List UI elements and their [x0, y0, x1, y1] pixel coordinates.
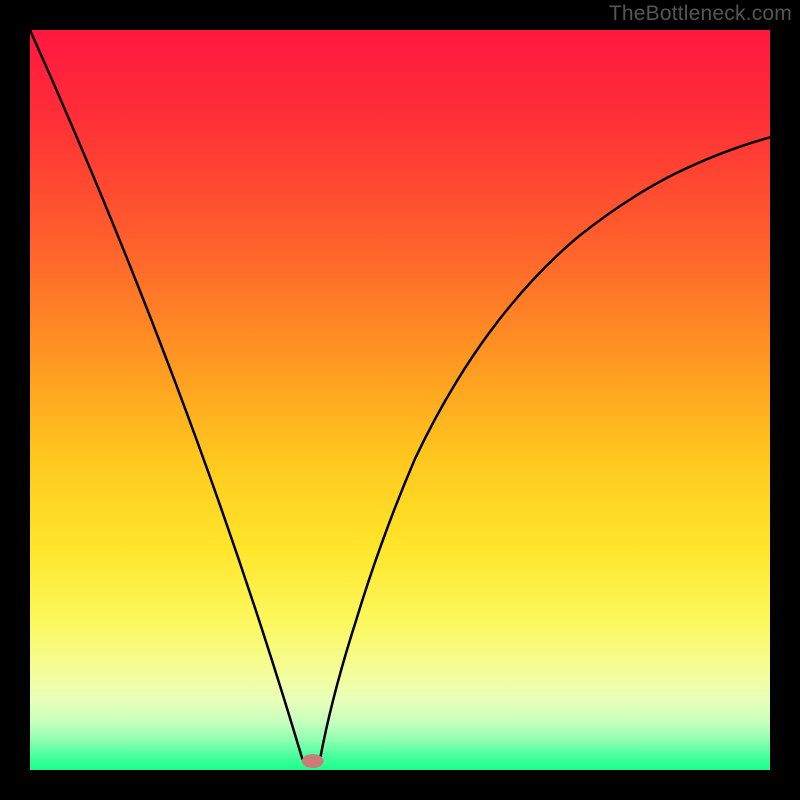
chart-plot-area	[30, 30, 770, 770]
watermark-label: TheBottleneck.com	[609, 2, 792, 26]
bottleneck-chart	[0, 0, 800, 800]
optimal-point-marker	[302, 754, 324, 768]
